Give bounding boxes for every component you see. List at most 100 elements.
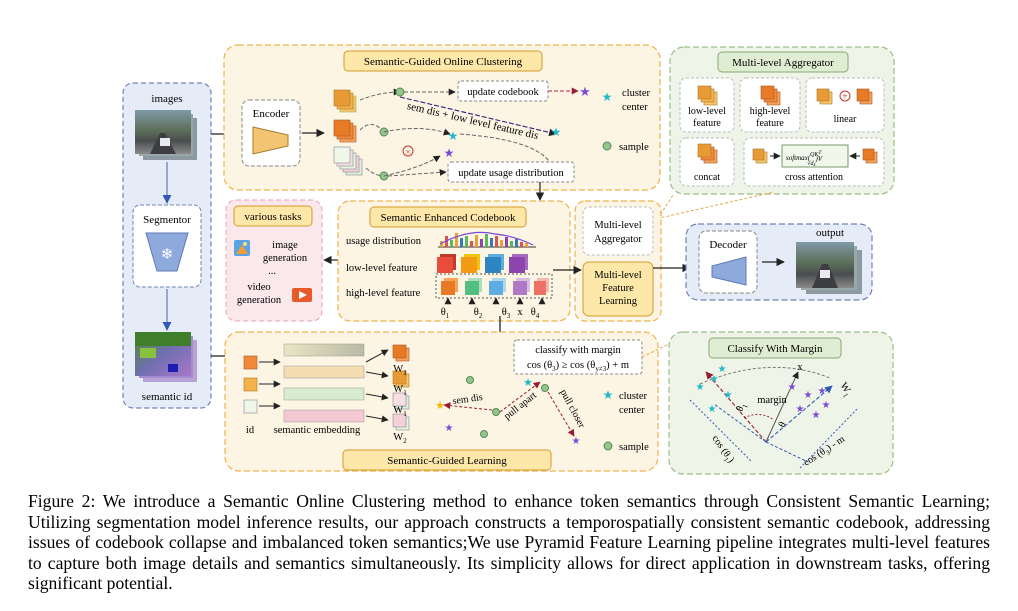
margin-label: margin <box>757 395 787 406</box>
embedding-to-w-arrows <box>365 349 389 423</box>
cluster-center-label-2: center <box>622 102 648 113</box>
output-images <box>796 242 862 294</box>
svg-text:★: ★ <box>796 404 805 415</box>
margin-theta1-label: θ1 <box>734 401 749 414</box>
video-generation-label-2: generation <box>237 295 282 306</box>
decoder-label: Decoder <box>709 239 747 251</box>
cluster-center-star-icon: ★ <box>603 388 614 402</box>
usage-distribution-label: usage distribution <box>346 236 422 247</box>
attention-formula-box <box>781 144 849 168</box>
theta-3-label: θ3 <box>502 307 511 320</box>
multilevel-feature-learning-box <box>582 261 654 317</box>
low-level-codebook-stacks <box>437 254 528 273</box>
image-generation-icon <box>234 240 250 256</box>
w1-label-2: W1 <box>393 384 407 397</box>
id-to-embedding-arrows <box>259 358 281 410</box>
figure-caption: Figure 2: We introduce a Semantic Online… <box>28 491 990 593</box>
yellow-star-icon: ★ <box>435 400 445 412</box>
svg-text:★: ★ <box>696 382 705 393</box>
aggregator-title-box <box>717 51 849 73</box>
svg-text:★: ★ <box>822 400 831 411</box>
svg-text:★: ★ <box>718 364 727 375</box>
sgoc-title-box <box>343 50 543 72</box>
plus-glyph: + <box>842 92 848 103</box>
image-generation-label: image <box>272 240 298 251</box>
svg-text:★: ★ <box>804 390 813 401</box>
encoder-label: Encoder <box>253 108 290 120</box>
purple-star-icon: ★ <box>572 436 581 447</box>
svg-text:★: ★ <box>788 382 797 393</box>
svg-text:★: ★ <box>710 374 719 385</box>
theta-2-label: θ2 <box>474 307 483 320</box>
high-level-feature-label: high-level feature <box>346 288 421 299</box>
margin-title-box <box>708 337 842 359</box>
w-feature-stacks <box>392 344 410 431</box>
cross-mark-glyph: × <box>405 147 410 157</box>
sample-dot <box>466 376 474 384</box>
sample-label: sample <box>619 142 649 153</box>
svg-text:★: ★ <box>818 386 827 397</box>
images-label: images <box>151 93 182 105</box>
cluster-arc-1 <box>383 127 451 136</box>
sem-dis-arrow <box>443 402 493 411</box>
decoder-icon <box>711 256 747 286</box>
plus-icon <box>839 90 851 102</box>
margin-panel <box>668 331 894 475</box>
cluster-center-label-2: center <box>619 405 645 416</box>
feature-learning-label: Multi-level <box>594 270 641 281</box>
sample-legend-dot <box>603 441 613 451</box>
to-usage-arrow <box>387 168 447 177</box>
margin-theta-label: θ <box>777 420 789 429</box>
semantic-id-images <box>135 332 197 382</box>
cluster-arc-2 <box>459 133 553 167</box>
cluster-arc-3 <box>383 155 441 177</box>
high-level-label: high-level <box>750 106 791 117</box>
margin-purple-stars: ★★ ★ ★★★ <box>788 382 831 421</box>
svg-text:★: ★ <box>812 410 821 421</box>
multilevel-aggregator-box <box>582 206 654 256</box>
svg-text:★: ★ <box>724 390 733 401</box>
low-level-label-2: feature <box>693 118 721 129</box>
encoded-feature-stacks <box>333 89 363 176</box>
pull-closer-arrow <box>547 391 575 437</box>
high-level-stack <box>760 85 781 106</box>
attention-formula: softmax(QKT √dk)V <box>786 151 823 167</box>
cluster-center-star-icon: ★ <box>602 90 613 104</box>
sample-legend-dot <box>602 141 612 151</box>
low-level-label: low-level <box>688 106 726 117</box>
id-label: id <box>246 425 255 436</box>
cyan-star-icon: ★ <box>448 129 459 143</box>
usage-distribution-histogram <box>438 231 536 248</box>
svg-text:★: ★ <box>708 404 717 415</box>
sgl-title-box <box>342 449 552 471</box>
high-level-label-2: feature <box>756 118 784 129</box>
margin-w-label: W1 <box>836 381 854 400</box>
sample-dot <box>541 384 549 392</box>
feature-learning-label-3: Learning <box>599 296 638 307</box>
update-usage-box <box>447 161 575 183</box>
method-diagram: images Segmentor ❄ semantic id Semantic-… <box>122 44 895 475</box>
tasks-ellipsis: ... <box>268 266 276 277</box>
cyan-star-icon: ★ <box>551 125 562 139</box>
margin-geometry <box>689 366 859 469</box>
low-level-stack <box>697 85 718 106</box>
cyan-star-icon: ★ <box>523 377 533 389</box>
cluster-center-label: cluster <box>622 88 650 99</box>
cross-attention-label: cross attention <box>785 172 843 183</box>
linear-stacks <box>816 88 873 105</box>
sem-dis-line <box>399 96 557 137</box>
theta-arrows <box>444 297 546 305</box>
video-generation-label: video <box>247 282 270 293</box>
update-usage-label: update usage distribution <box>458 168 564 179</box>
margin-cyan-stars: ★★★ ★★ <box>696 364 733 415</box>
low-level-feature-label: low-level feature <box>346 263 418 274</box>
cluster-center-label: cluster <box>619 391 647 402</box>
linear-label: linear <box>834 114 857 125</box>
feature-learning-label-2: Feature <box>602 283 634 294</box>
input-images <box>135 110 197 160</box>
margin-title: Classify With Margin <box>727 343 823 355</box>
semantic-embedding-bars <box>283 343 365 423</box>
codebook-title: Semantic Enhanced Codebook <box>380 212 516 224</box>
sample-dot <box>480 430 488 438</box>
output-label: output <box>816 227 844 239</box>
